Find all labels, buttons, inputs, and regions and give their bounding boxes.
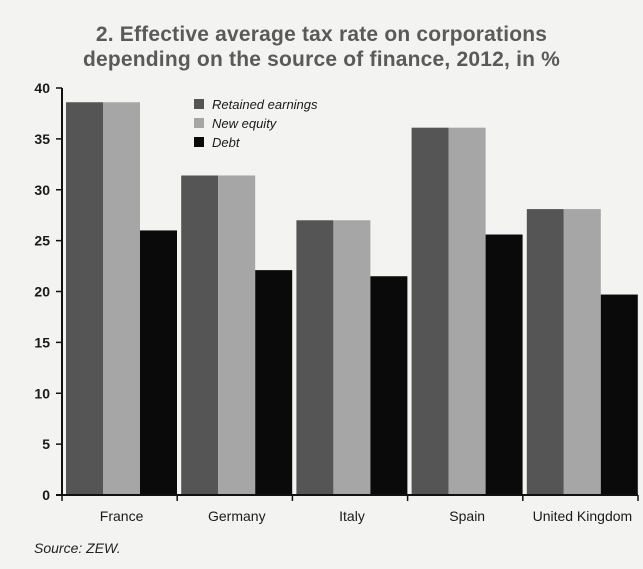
chart-title-line-2: depending on the source of finance, 2012… bbox=[82, 48, 561, 71]
x-tick-label: Italy bbox=[339, 508, 365, 524]
y-tick-label: 5 bbox=[42, 436, 50, 452]
bar-germany-new-equity bbox=[218, 175, 256, 495]
legend-label: Retained earnings bbox=[212, 97, 318, 112]
bar-germany-retained-earnings bbox=[181, 175, 219, 495]
bar-germany-debt bbox=[255, 270, 293, 495]
y-tick-label: 15 bbox=[34, 334, 50, 350]
x-tick-label: Germany bbox=[208, 508, 266, 524]
source-note: Source: ZEW. bbox=[34, 540, 121, 556]
bar-italy-new-equity bbox=[333, 220, 371, 495]
bar-spain-new-equity bbox=[448, 127, 486, 496]
legend-label: Debt bbox=[212, 135, 241, 150]
bar-united-kingdom-debt bbox=[600, 294, 638, 495]
legend-label: New equity bbox=[212, 116, 278, 131]
x-tick-label: France bbox=[100, 508, 144, 524]
chart-title: 2. Effective average tax rate on corpora… bbox=[0, 22, 643, 72]
bar-spain-debt bbox=[485, 234, 523, 495]
y-tick-label: 20 bbox=[34, 284, 50, 300]
y-tick-label: 35 bbox=[34, 131, 50, 147]
bar-united-kingdom-new-equity bbox=[563, 209, 601, 495]
legend-swatch bbox=[194, 118, 204, 128]
x-tick-label: United Kingdom bbox=[533, 508, 633, 524]
legend-swatch bbox=[194, 137, 204, 147]
axes-group: France Germany Italy Spain United Kingdom 0 5 1… bbox=[34, 80, 639, 524]
x-tick-label: Spain bbox=[449, 508, 485, 524]
bar-france-new-equity bbox=[103, 102, 140, 496]
legend: Retained earnings New equity Debt bbox=[194, 97, 318, 150]
bar-italy-retained-earnings bbox=[296, 220, 334, 495]
y-tick-label: 0 bbox=[42, 487, 50, 503]
bar-spain-retained-earnings bbox=[411, 127, 449, 496]
y-tick-label: 10 bbox=[34, 385, 50, 401]
bar-italy-debt bbox=[370, 276, 408, 495]
y-tick-label: 30 bbox=[34, 182, 50, 198]
bar-france-retained-earnings bbox=[66, 102, 103, 496]
bar-france-debt bbox=[140, 230, 177, 495]
chart-title-line-1: 2. Effective average tax rate on corpora… bbox=[95, 23, 548, 46]
bars-group bbox=[66, 102, 638, 496]
y-tick-label: 25 bbox=[34, 233, 50, 249]
bar-united-kingdom-retained-earnings bbox=[526, 209, 564, 495]
y-tick-label: 40 bbox=[34, 80, 50, 96]
legend-swatch bbox=[194, 99, 204, 109]
